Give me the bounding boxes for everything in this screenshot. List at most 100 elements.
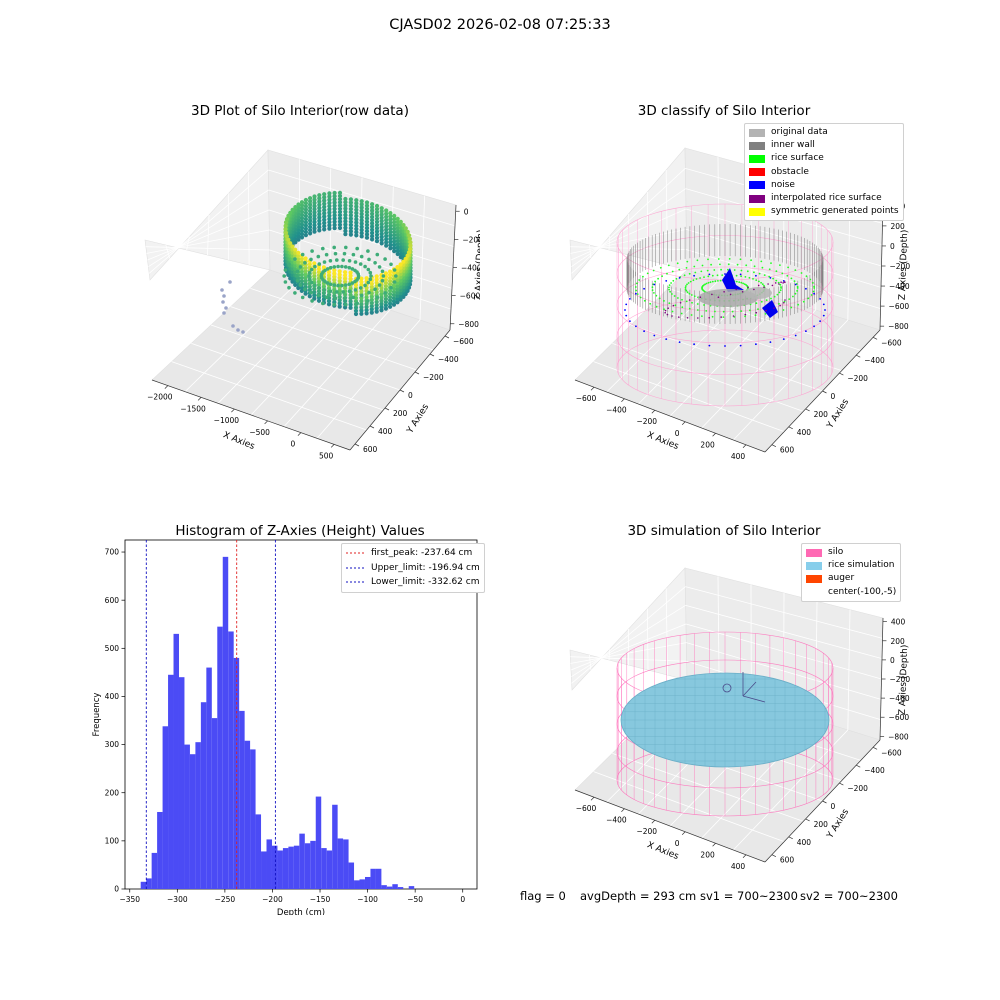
point-cloud-point xyxy=(359,205,364,210)
point-cloud-point xyxy=(299,216,305,221)
point-cloud-point xyxy=(354,217,359,222)
point-cloud-point xyxy=(379,215,384,220)
point-cloud-point xyxy=(364,295,369,300)
z-tick-label: 200 xyxy=(890,637,905,646)
point-cloud-point xyxy=(303,220,308,225)
x-tick-label: 500 xyxy=(319,451,334,460)
point-cloud-point xyxy=(348,276,353,282)
noise-point xyxy=(708,344,711,347)
y-tick-label: 400 xyxy=(105,692,120,701)
point-cloud-point xyxy=(388,272,393,277)
rice-surface-point xyxy=(763,284,765,287)
rice-surface-point xyxy=(786,274,789,277)
noise-point xyxy=(755,343,757,346)
point-cloud-point xyxy=(290,244,295,249)
legend-swatch xyxy=(749,141,765,150)
point-cloud-point xyxy=(354,198,359,203)
rice-surface-point xyxy=(793,280,796,282)
point-cloud-point xyxy=(337,269,342,274)
wall-grid-line xyxy=(665,588,668,676)
point-cloud-point xyxy=(327,223,332,228)
noise-point xyxy=(724,345,726,347)
rice-surface-point xyxy=(651,286,654,289)
x-tick xyxy=(621,398,625,402)
point-cloud-point xyxy=(343,225,348,230)
noise-point xyxy=(769,277,772,279)
point-cloud-point xyxy=(347,265,352,270)
point-cloud-point xyxy=(332,277,337,283)
rice-surface-point xyxy=(696,259,699,262)
point-cloud-point xyxy=(384,214,389,219)
y-tick xyxy=(872,747,878,750)
legend-line-swatch xyxy=(346,552,366,554)
point-cloud-point xyxy=(321,265,326,270)
histogram-bar xyxy=(310,840,316,889)
point-cloud-point xyxy=(369,310,374,315)
point-cloud-point xyxy=(377,283,382,287)
point-cloud-point xyxy=(354,207,359,212)
point-cloud-point xyxy=(388,288,393,293)
point-cloud-point xyxy=(359,221,364,226)
rice-surface-point xyxy=(685,267,688,269)
point-cloud-point xyxy=(322,204,327,210)
point-cloud-point xyxy=(299,288,304,293)
rice-surface-point xyxy=(668,284,671,286)
rice-surface-point xyxy=(744,276,747,278)
x-tick-label: −250 xyxy=(215,895,236,904)
point-cloud-point xyxy=(391,292,397,298)
point-cloud-point xyxy=(343,286,348,291)
point-cloud-point xyxy=(359,305,364,310)
legend-label: noise xyxy=(771,179,795,190)
y-tick xyxy=(354,443,360,447)
rice-surface-point xyxy=(775,270,778,273)
histogram-bar xyxy=(228,631,234,889)
point-cloud-point xyxy=(343,265,348,269)
rice-surface-point xyxy=(680,312,683,315)
noise-point xyxy=(813,325,815,328)
point-cloud-point xyxy=(383,293,388,298)
point-cloud-point xyxy=(308,221,313,226)
point-cloud-point xyxy=(364,276,369,281)
x-tick xyxy=(264,420,268,425)
point-cloud-point xyxy=(299,225,305,230)
histogram-bar xyxy=(381,885,387,889)
status-avg-depth: avgDepth = 293 cm xyxy=(580,889,697,903)
point-cloud-point xyxy=(374,290,379,295)
interpolated-point xyxy=(784,299,786,301)
point-cloud-point xyxy=(364,232,370,237)
point-cloud-point xyxy=(395,242,400,247)
point-cloud-point xyxy=(374,232,380,237)
interpolated-point xyxy=(672,304,675,307)
point-cloud-point xyxy=(392,229,397,234)
histogram-bar xyxy=(354,880,360,889)
x-tick-label: 0 xyxy=(460,895,465,904)
interpolated-point xyxy=(697,317,699,319)
noise-point xyxy=(629,298,631,300)
point-cloud-point xyxy=(359,254,364,259)
histogram-bar xyxy=(178,677,185,889)
point-cloud-point xyxy=(364,216,370,221)
point-cloud-point xyxy=(293,250,298,255)
point-cloud-point xyxy=(332,197,337,202)
rice-surface-point xyxy=(794,292,797,295)
rice-surface-point xyxy=(704,283,706,286)
x-tick-label: 400 xyxy=(731,862,746,871)
interpolated-point xyxy=(778,283,780,285)
rice-surface-point xyxy=(788,298,791,300)
y-tick xyxy=(805,408,810,412)
point-cloud-point xyxy=(307,284,312,289)
legend-swatch xyxy=(806,588,822,596)
point-cloud-point xyxy=(351,295,356,300)
rice-surface-point xyxy=(638,279,641,281)
rice-surface-point xyxy=(700,270,703,273)
interpolated-point xyxy=(699,296,702,298)
legend-item-silo: silo xyxy=(806,546,896,559)
y-tick xyxy=(399,389,405,393)
rice-surface-point xyxy=(728,258,731,260)
point-cloud-point xyxy=(303,197,308,203)
rice-surface-point xyxy=(672,279,675,282)
y-tick-label: −200 xyxy=(423,373,444,382)
x-tick xyxy=(330,444,335,448)
y-tick-label: 0 xyxy=(831,392,836,401)
rice-surface-point xyxy=(710,263,712,266)
